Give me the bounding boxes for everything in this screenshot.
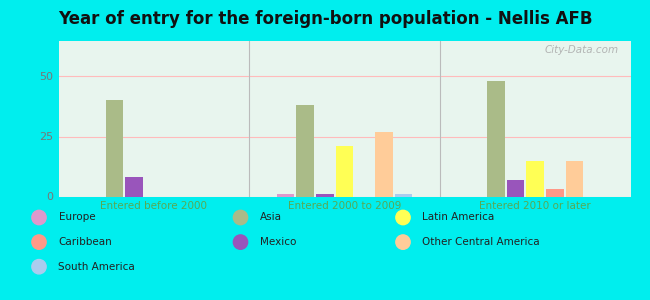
Text: City-Data.com: City-Data.com: [545, 45, 619, 55]
Bar: [375, 132, 393, 196]
Bar: [125, 177, 143, 196]
Text: South America: South America: [58, 262, 135, 272]
Bar: [566, 160, 583, 196]
Bar: [546, 189, 564, 197]
Bar: [526, 160, 544, 196]
Text: Asia: Asia: [260, 212, 282, 223]
Text: Year of entry for the foreign-born population - Nellis AFB: Year of entry for the foreign-born popul…: [58, 11, 592, 28]
Bar: [106, 100, 124, 196]
Text: Mexico: Mexico: [260, 237, 296, 247]
Text: Europe: Europe: [58, 212, 95, 223]
Text: Caribbean: Caribbean: [58, 237, 112, 247]
Bar: [296, 105, 314, 196]
Bar: [487, 81, 505, 196]
Bar: [277, 194, 294, 196]
Text: Other Central America: Other Central America: [422, 237, 540, 247]
Bar: [395, 194, 412, 196]
Bar: [316, 194, 333, 196]
Text: Latin America: Latin America: [422, 212, 495, 223]
Bar: [507, 180, 525, 196]
Bar: [335, 146, 354, 196]
